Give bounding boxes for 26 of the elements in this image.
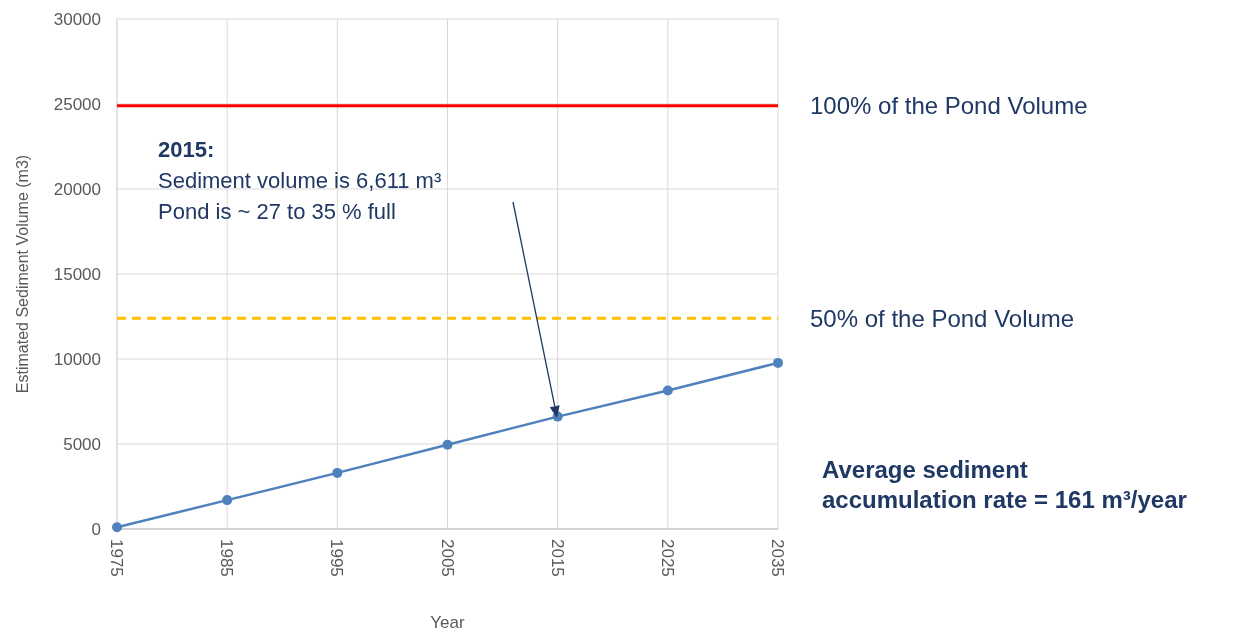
ref-line-label: 100% of the Pond Volume	[810, 92, 1088, 120]
x-tick-label: 2015	[547, 539, 567, 577]
y-axis-title: Estimated Sediment Volume (m3)	[14, 154, 31, 394]
x-tick-label: 2005	[437, 539, 457, 577]
y-tick-label: 5000	[63, 434, 101, 454]
y-tick-label: 10000	[53, 349, 101, 369]
x-tick-label: 2025	[657, 539, 677, 577]
ref-line-label: 50% of the Pond Volume	[810, 304, 1075, 332]
text: Average sediment accumulation rate = 161 m³/year	[822, 456, 1187, 513]
point	[773, 357, 783, 368]
point	[662, 385, 673, 396]
point	[332, 467, 343, 478]
x-tick-label: 1985	[217, 539, 237, 577]
x-tick-label: 1995	[327, 539, 347, 577]
y-tick-label: 20000	[53, 179, 101, 199]
point	[112, 522, 122, 533]
y-tick-label: 25000	[53, 94, 101, 114]
annotation: 2015: Sediment volume is 6,611 m³ Pond is ~ 27 to 35 % full	[158, 137, 442, 224]
point	[442, 439, 453, 450]
point	[222, 495, 233, 506]
y-tick-label: 0	[91, 519, 101, 539]
x-tick-label: 2035	[768, 539, 788, 577]
y-tick-label: 30000	[53, 9, 101, 29]
x-axis-title: Year	[430, 613, 466, 632]
y-tick-label: 15000	[53, 264, 101, 284]
x-tick-label: 1975	[107, 539, 127, 577]
